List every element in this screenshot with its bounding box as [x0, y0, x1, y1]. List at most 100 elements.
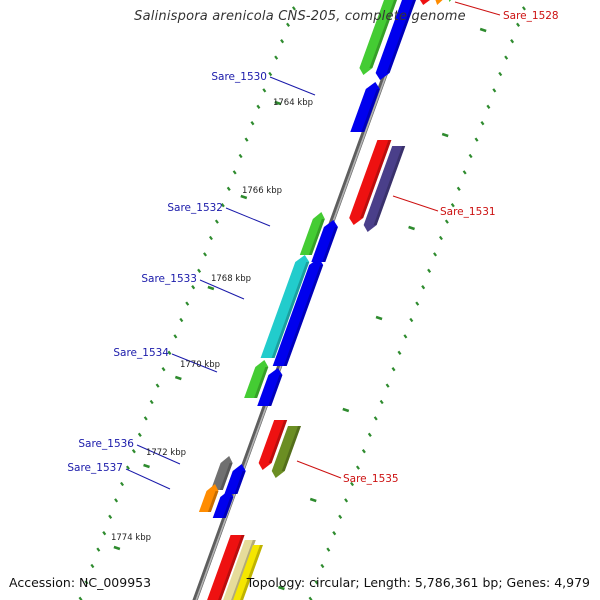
scale-tick-outer: [409, 317, 414, 323]
scale-tick-outer: [486, 104, 491, 109]
scale-major-tick: [143, 463, 150, 469]
gene-arrow-green-1534: [244, 360, 269, 398]
scale-tick-outer: [516, 22, 521, 27]
map-title: Salinispora arenicola CNS-205, complete …: [134, 9, 466, 24]
gene-arrow-red-bottom: [207, 535, 245, 600]
scale-major-tick: [408, 225, 415, 231]
scale-label-1770: 1770 kbp: [180, 360, 220, 370]
gene-arrow-blue-top-body: [375, 0, 416, 80]
scale-tick-outer: [355, 465, 360, 470]
gene-arrow-red-1528: [419, 0, 430, 5]
scale-tick-outer: [498, 71, 503, 77]
gene-arrow-green-1534-shade: [254, 367, 269, 398]
scale-tick-inner: [274, 55, 279, 60]
gene-arrow-green-1532-body: [299, 212, 325, 255]
scale-tick-inner: [84, 580, 89, 585]
gene-arrow-gray-1536-body: [210, 456, 233, 490]
gene-arrow-red-1531-shade: [360, 140, 392, 218]
gene-arrow-blue-1537: [212, 490, 234, 518]
gene-arrow-blue-1534: [257, 368, 283, 406]
scale-label-1768: 1768 kbp: [211, 274, 251, 284]
scale-tick-inner: [208, 235, 213, 241]
gene-arrow-blue-top-shade: [386, 0, 416, 73]
scale-major-tick: [441, 132, 449, 138]
scale-tick-outer: [480, 121, 485, 126]
scale-tick-inner: [137, 432, 142, 437]
gene-arrow-green-1534-body: [244, 360, 269, 398]
gene-arrow-olive-1535-body: [271, 426, 302, 478]
scale-tick-inner: [102, 531, 107, 536]
gene-label-sare-1536: Sare_1536: [78, 438, 134, 450]
gene-arrow-green-1528: [448, 0, 452, 2]
scale-tick-outer: [492, 88, 497, 93]
gene-arrow-red-bottom-shade: [218, 535, 245, 600]
scale-tick-outer: [462, 170, 467, 175]
leader-line-sare-1534: [171, 353, 218, 373]
gene-arrow-orange-1537-body: [198, 484, 219, 512]
gene-arrow-blue-1533-body: [272, 258, 324, 366]
scale-major-tick: [309, 497, 317, 503]
scale-tick-inner: [203, 252, 208, 257]
gene-arrow-olive-1535: [271, 426, 302, 478]
gene-arrow-green-1528-body: [448, 0, 452, 2]
scale-tick-inner: [125, 465, 130, 470]
scale-tick-inner: [90, 563, 95, 569]
scale-major-tick: [174, 375, 182, 381]
gene-arrow-blue-1532a-shade: [322, 227, 338, 262]
scale-tick-inner: [220, 203, 225, 208]
gene-arrow-orange-1528-body: [435, 0, 443, 5]
leader-line-sare-1530: [269, 76, 316, 96]
scale-tick-inner: [131, 449, 136, 454]
scale-tick-inner: [197, 268, 202, 273]
gene-arrow-olive-1535-shade: [281, 426, 302, 471]
scale-tick-inner: [256, 104, 261, 109]
scale-tick-inner: [173, 334, 178, 339]
scale-tick-inner: [120, 481, 125, 487]
scale-tick-inner: [143, 416, 148, 421]
gene-arrow-red-1531: [349, 140, 392, 225]
scale-label-1764: 1764 kbp: [273, 98, 313, 108]
gene-arrow-blue-1532a-body: [311, 220, 338, 262]
gene-arrow-sare-1530: [350, 82, 380, 132]
gene-label-sare-1534: Sare_1534: [113, 347, 169, 359]
gene-arrow-blue-1536-shade: [234, 471, 246, 494]
scale-tick-outer: [504, 55, 509, 60]
gene-arrow-blue-top: [375, 0, 416, 80]
scale-tick-outer: [397, 350, 402, 355]
gene-label-sare-1537: Sare_1537: [67, 462, 123, 474]
scale-tick-outer: [367, 432, 372, 437]
scale-tick-outer: [326, 547, 331, 552]
scale-tick-inner: [161, 367, 166, 372]
scale-tick-outer: [379, 399, 384, 405]
gene-arrow-blue-1537-shade: [222, 497, 234, 518]
accession-label: Accession: NC_009953: [9, 575, 152, 590]
gene-arrow-cyan-1533: [260, 255, 310, 358]
gene-arrow-sare-1530-shade: [361, 89, 380, 132]
gene-arrow-slate-1531-body: [363, 146, 406, 232]
scale-tick-outer: [361, 449, 366, 454]
gene-arrow-blue-1534-body: [257, 368, 283, 406]
scale-label-1772: 1772 kbp: [146, 448, 186, 458]
leader-line-sare-1537: [125, 468, 171, 490]
scale-tick-inner: [96, 547, 101, 552]
gene-arrow-yellow-bottom-shade: [240, 545, 263, 600]
scale-tick-inner: [155, 383, 160, 388]
scale-tick-outer: [421, 285, 426, 290]
gene-arrow-cyan-1533-shade: [271, 262, 310, 358]
scale-tick-inner: [167, 350, 172, 355]
gene-arrow-orange-1537-shade: [207, 491, 219, 512]
scale-tick-inner: [286, 22, 291, 27]
scale-tick-inner: [185, 301, 190, 306]
scale-tick-outer: [427, 268, 432, 273]
leader-line-sare-1532: [225, 207, 271, 227]
gene-arrow-green-1532: [299, 212, 325, 255]
gene-arrow-green-top: [359, 0, 397, 75]
scale-tick-inner: [250, 121, 255, 126]
gene-arrow-green-1532-shade: [308, 219, 325, 255]
scale-major-tick: [342, 407, 350, 413]
gene-label-sare-1531: Sare_1531: [440, 206, 496, 218]
scale-tick-outer: [338, 514, 343, 519]
scale-tick-outer: [373, 416, 378, 421]
gene-arrow-blue-1533: [272, 258, 324, 366]
gene-arrow-yellow-bottom: [233, 545, 263, 600]
